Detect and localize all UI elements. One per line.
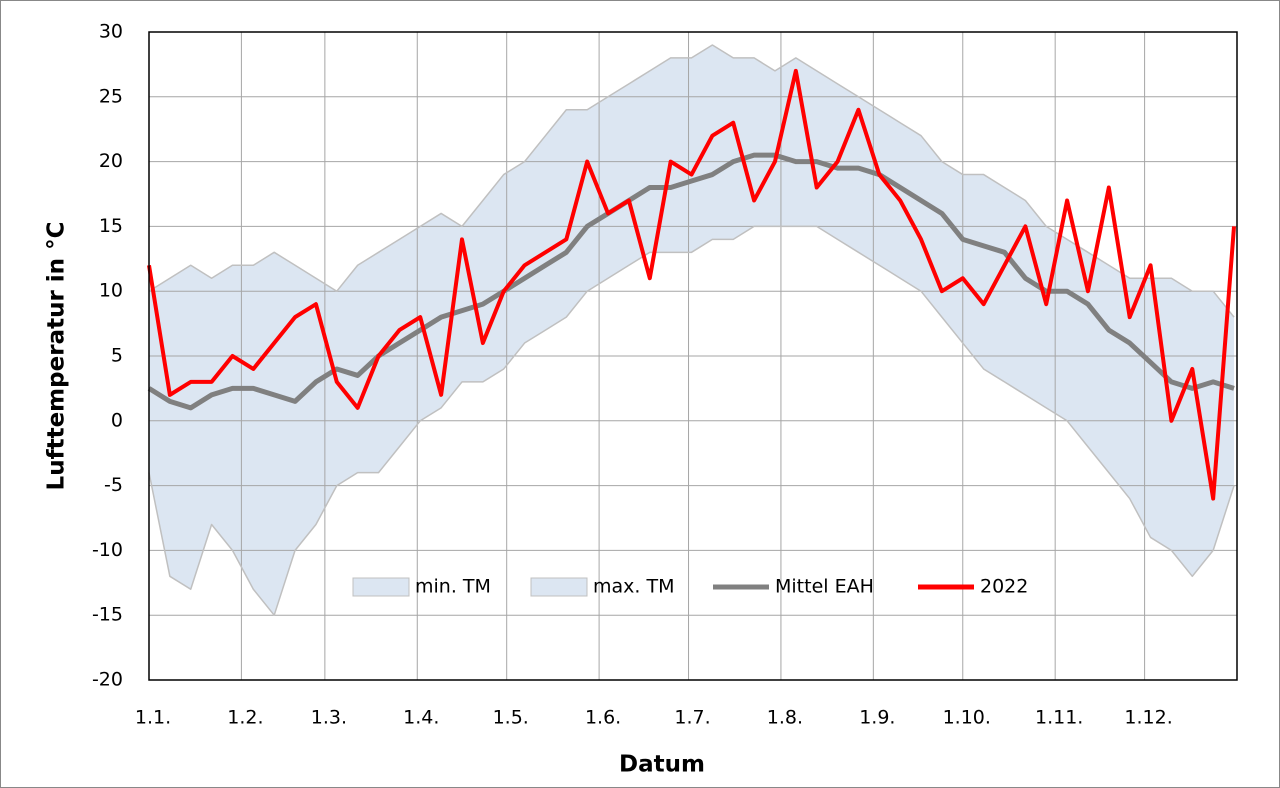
x-tick-label: 1.11. bbox=[1035, 707, 1083, 729]
y-axis-title: Lufttemperatur in °C bbox=[44, 222, 70, 491]
band-edge bbox=[148, 44, 1235, 318]
x-axis-title: Datum bbox=[619, 752, 705, 778]
y-tick-label: 25 bbox=[99, 85, 123, 107]
y-tick-label: 30 bbox=[99, 21, 123, 43]
x-tick-label: 1.1. bbox=[135, 707, 171, 729]
y-tick-label: -5 bbox=[104, 474, 123, 496]
x-tick-label: 1.4. bbox=[403, 707, 439, 729]
x-tick-label: 1.12. bbox=[1124, 707, 1172, 729]
x-tick-label: 1.10. bbox=[943, 707, 991, 729]
plot-area: -20 -15 -10 -5 0 5 10 15 20 25 30 1.1. 1.2. 1.3. 1.4. 1… bbox=[92, 21, 1238, 729]
series-line bbox=[147, 68, 1237, 501]
x-tick-label: 1.2. bbox=[227, 707, 263, 729]
legend: min. TM max. TM Mittel EAH 2022 bbox=[352, 576, 1028, 598]
legend-label: max. TM bbox=[593, 576, 674, 598]
legend-swatch bbox=[352, 577, 410, 597]
x-tick-label: 1.8. bbox=[767, 707, 803, 729]
y-tick-label: -20 bbox=[92, 669, 123, 691]
y-tick-label: -10 bbox=[92, 539, 123, 561]
x-tick-label: 1.9. bbox=[859, 707, 895, 729]
y-tick-label: -15 bbox=[92, 604, 123, 626]
x-tick-label: 1.6. bbox=[585, 707, 621, 729]
y-tick-label: 15 bbox=[99, 215, 123, 237]
x-tick-label: 1.7. bbox=[674, 707, 710, 729]
series-line bbox=[147, 152, 1235, 411]
legend-label: min. TM bbox=[415, 576, 491, 598]
x-tick-label: 1.3. bbox=[311, 707, 347, 729]
legend-swatch bbox=[530, 577, 588, 597]
band-edge bbox=[148, 225, 1235, 616]
legend-label: Mittel EAH bbox=[775, 576, 874, 598]
x-tick-label: 1.5. bbox=[493, 707, 529, 729]
plot-border bbox=[148, 31, 1238, 681]
legend-label: 2022 bbox=[980, 576, 1028, 598]
y-tick-label: 20 bbox=[99, 150, 123, 172]
y-tick-label: 10 bbox=[99, 280, 123, 302]
y-tick-label: 0 bbox=[111, 409, 123, 431]
y-tick-label: 5 bbox=[111, 345, 123, 367]
